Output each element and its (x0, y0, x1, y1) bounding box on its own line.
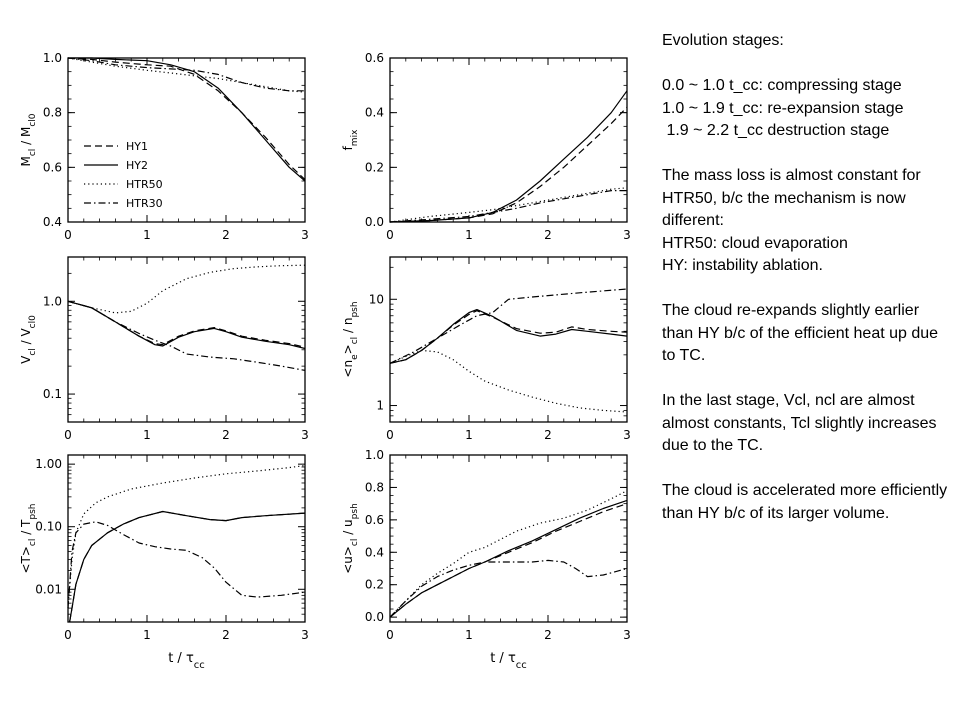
acceleration-note: The cloud is accelerated more efficientl… (662, 482, 948, 522)
x-tick-label-volume: 1 (143, 428, 151, 442)
y-tick-label-temperature: 0.10 (35, 520, 62, 534)
x-tick-label-fmix: 0 (386, 228, 394, 242)
stage-1-text: 0.0 ~ 1.0 t_cc: compressing stage (662, 77, 902, 94)
last-stage-note: In the last stage, Vcl, ncl are almost a… (662, 392, 937, 454)
y-tick-label-volume: 0.1 (43, 387, 62, 401)
series-line-temperature-hy2 (69, 510, 306, 623)
series-line-density-htr30 (389, 288, 628, 364)
notes-heading: Evolution stages: (662, 32, 784, 49)
panel-frame-density (389, 256, 628, 423)
y-tick-label-fmix: 0.0 (365, 215, 384, 229)
y-axis-label-density: <ne>cl / npsh (341, 301, 360, 377)
series-line-temperature-htr50 (67, 464, 306, 609)
series-line-fmix-htr50 (389, 187, 628, 223)
x-tick-label-density: 1 (465, 428, 473, 442)
series-line-velocity-htr30 (389, 559, 628, 618)
stage-2-text: 1.0 ~ 1.9 t_cc: re-expansion stage (662, 99, 904, 117)
series-line-volume-htr30 (67, 300, 306, 371)
series-line-density-htr50 (389, 349, 628, 413)
panel-frame-fmix (389, 57, 628, 223)
y-axis-label-volume: Vcl / Vcl0 (19, 315, 38, 364)
panel-frame-mass (67, 57, 306, 223)
series-line-fmix-hy2 (389, 90, 628, 223)
y-tick-label-velocity: 0.2 (365, 578, 384, 592)
series-line-density-hy2 (389, 309, 628, 364)
y-tick-label-velocity: 0.0 (365, 610, 384, 624)
legend-label-hy2: HY2 (126, 159, 148, 172)
y-axis-label-velocity: <u>cl / upsh (341, 503, 360, 574)
y-tick-label-density: 10 (369, 292, 384, 306)
y-tick-label-fmix: 0.6 (365, 51, 384, 65)
series-line-volume-hy2 (67, 300, 306, 350)
panel-frame-volume (67, 256, 306, 423)
y-tick-label-volume: 1.0 (43, 294, 62, 308)
x-tick-label-fmix: 3 (623, 228, 631, 242)
x-tick-label-velocity: 3 (623, 628, 631, 642)
y-tick-label-density: 1 (376, 399, 384, 413)
stage-3-text: 1.9 ~ 2.2 t_cc destruction stage (662, 122, 890, 139)
x-axis-label-temperature: t / τcc (168, 651, 205, 671)
x-tick-label-volume: 2 (222, 428, 230, 442)
x-tick-label-velocity: 0 (386, 628, 394, 642)
series-line-temperature-hy1 (69, 510, 306, 623)
x-tick-label-fmix: 1 (465, 228, 473, 242)
y-axis-label-temperature: <T>cl / Tpsh (19, 503, 38, 573)
x-tick-label-volume: 0 (64, 428, 72, 442)
x-tick-label-mass: 0 (64, 228, 72, 242)
legend-label-hy1: HY1 (126, 140, 148, 153)
x-tick-label-temperature: 2 (222, 628, 230, 642)
y-tick-label-temperature: 0.01 (35, 582, 62, 596)
simulation-figure: 0 1 2 3 0.4 0.6 0.8 1.0 Mcl / Mcl0 HY1 HY2 HTR50 HTR… (19, 51, 631, 671)
series-line-temperature-htr30 (67, 521, 306, 609)
htr50-mechanism-note: HTR50: cloud evaporation (662, 234, 848, 252)
x-tick-label-mass: 1 (143, 228, 151, 242)
series-line-mass-hy2 (68, 57, 306, 182)
y-tick-label-fmix: 0.2 (365, 160, 384, 174)
legend-label-htr50: HTR50 (126, 178, 163, 191)
x-tick-label-mass: 3 (301, 228, 309, 242)
y-tick-label-mass: 0.6 (43, 160, 62, 174)
legend-label-htr30: HTR30 (126, 197, 163, 210)
y-tick-label-velocity: 0.4 (365, 545, 384, 559)
series-line-velocity-hy1 (389, 503, 628, 618)
y-axis-label-fmix: fmix (341, 129, 360, 151)
panel-frame-temperature (67, 454, 306, 623)
series-line-volume-htr50 (67, 264, 306, 314)
hy-mechanism-note: HY: instability ablation. (662, 257, 823, 274)
y-tick-label-velocity: 0.6 (365, 513, 384, 527)
x-tick-label-volume: 3 (301, 428, 309, 442)
panel-frame-velocity (389, 454, 628, 623)
series-line-mass-htr30 (67, 57, 305, 92)
x-tick-label-mass: 2 (222, 228, 230, 242)
x-tick-label-temperature: 0 (64, 628, 72, 642)
x-tick-label-velocity: 1 (465, 628, 473, 642)
y-tick-label-mass: 1.0 (43, 51, 62, 65)
x-tick-label-velocity: 2 (544, 628, 552, 642)
x-tick-label-density: 2 (544, 428, 552, 442)
reexpand-note: The cloud re-expands slightly earlier th… (662, 302, 939, 364)
x-axis-label-velocity: t / τcc (490, 651, 527, 671)
x-tick-label-density: 0 (386, 428, 394, 442)
x-tick-label-density: 3 (623, 428, 631, 442)
series-line-fmix-htr30 (389, 190, 627, 223)
series-line-velocity-htr50 (389, 490, 628, 618)
x-tick-label-temperature: 1 (143, 628, 151, 642)
y-tick-label-mass: 0.8 (43, 106, 62, 120)
series-line-mass-hy1 (67, 57, 306, 181)
y-tick-label-velocity: 1.0 (365, 448, 384, 462)
x-tick-label-temperature: 3 (301, 628, 309, 642)
y-tick-label-temperature: 1.00 (35, 457, 62, 471)
mass-loss-note: The mass loss is almost constant for HTR… (662, 167, 921, 229)
y-tick-label-velocity: 0.8 (365, 480, 384, 494)
y-axis-label-mass: Mcl / Mcl0 (19, 113, 38, 166)
x-tick-label-fmix: 2 (544, 228, 552, 242)
notes-panel: Evolution stages: 0.0 ~ 1.0 t_cc: compre… (662, 30, 954, 525)
y-tick-label-mass: 0.4 (43, 215, 62, 229)
series-line-velocity-hy2 (389, 499, 628, 618)
series-line-volume-hy1 (67, 300, 306, 348)
series-line-density-hy1 (389, 310, 628, 364)
y-tick-label-fmix: 0.4 (365, 106, 384, 120)
